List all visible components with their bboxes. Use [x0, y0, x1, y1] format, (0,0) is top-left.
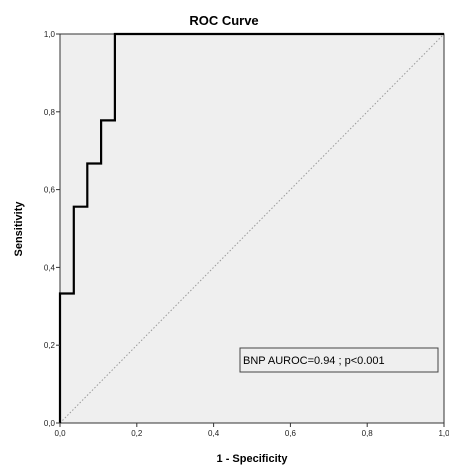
roc-curve-line [58, 32, 444, 423]
y-tick-label: 0,6 [44, 186, 56, 195]
x-axis-label: 1 - Specificity [217, 453, 289, 465]
y-axis-label: Sensitivity [13, 201, 25, 257]
x-tick-label: 0,6 [285, 429, 297, 438]
annotation-box [239, 347, 439, 373]
x-tick-label: 0,2 [131, 429, 143, 438]
x-tick-label: 0,8 [362, 429, 374, 438]
chart-title: ROC Curve [189, 13, 258, 28]
y-tick-label: 0,4 [44, 263, 56, 272]
y-tick-label: 1,0 [44, 30, 56, 39]
y-tick-label: 0,8 [44, 108, 56, 117]
x-tick-label: 0,4 [208, 429, 220, 438]
y-tick-label: 0,2 [44, 341, 56, 350]
annotation-text: BNP AUROC=0.94 ; p<0.001 [243, 355, 385, 367]
reference-diagonal-line [59, 33, 445, 424]
x-tick-label: 0,0 [54, 429, 66, 438]
x-tick-label: 1,0 [438, 429, 449, 438]
y-tick-label: 0,0 [44, 419, 56, 428]
